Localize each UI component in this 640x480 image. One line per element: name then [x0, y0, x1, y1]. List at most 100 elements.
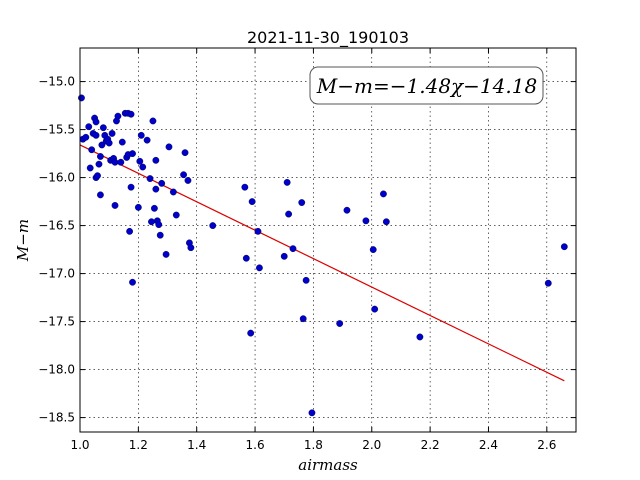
data-point — [181, 149, 189, 157]
data-point — [92, 131, 100, 139]
data-point — [416, 333, 424, 341]
data-point — [158, 179, 166, 187]
data-point — [247, 329, 255, 337]
data-point — [129, 278, 136, 286]
y-tick-label: −18.5 — [38, 411, 75, 425]
data-point — [139, 163, 147, 171]
y-tick-label: −17.0 — [38, 267, 75, 281]
data-point — [146, 175, 154, 182]
data-point — [248, 198, 256, 206]
y-axis-label: M−m — [14, 219, 32, 262]
data-point — [172, 211, 180, 219]
fit-equation-label: M−m=−1.48χ−14.18 — [316, 74, 537, 98]
data-point — [280, 252, 288, 260]
x-axis-label: airmass — [298, 456, 358, 474]
data-point — [108, 130, 116, 137]
data-point — [256, 264, 263, 272]
data-point — [111, 158, 119, 166]
data-point — [118, 138, 126, 146]
data-point — [97, 191, 104, 199]
data-point — [241, 183, 249, 191]
data-point — [283, 178, 291, 186]
x-tick-label: 2.0 — [362, 438, 381, 452]
data-point — [180, 171, 187, 179]
data-point — [165, 143, 173, 151]
fit-equation-frame — [309, 66, 544, 105]
data-point — [254, 227, 262, 235]
y-tick-label: −15.0 — [38, 75, 75, 89]
x-tick-labels: 1.0 1.2 1.4 1.6 1.8 2.0 2.2 2.4 2.6 — [70, 438, 556, 452]
data-point — [371, 305, 379, 313]
data-point — [98, 141, 106, 149]
data-point — [152, 185, 160, 193]
data-point — [187, 244, 195, 252]
chart-title: 2021-11-30_190103 — [247, 28, 409, 48]
data-point — [298, 199, 306, 206]
data-point — [380, 190, 387, 198]
data-point — [94, 172, 101, 180]
data-point — [369, 246, 377, 254]
data-point — [78, 94, 85, 102]
data-point — [127, 183, 135, 191]
data-point — [136, 157, 144, 165]
data-point — [105, 139, 113, 147]
data-point — [126, 227, 134, 235]
data-point — [134, 203, 142, 211]
data-point — [544, 279, 552, 287]
data-point — [308, 409, 316, 417]
data-point — [95, 160, 103, 168]
data-point — [111, 202, 119, 209]
data-point — [82, 133, 90, 141]
y-tick-label: −15.5 — [38, 123, 75, 137]
data-point — [242, 254, 250, 262]
plot-frame — [79, 47, 577, 433]
y-tick-label: −16.5 — [38, 219, 75, 233]
x-tick-label: 1.8 — [304, 438, 323, 452]
data-point — [117, 158, 125, 166]
x-tick-label: 1.0 — [70, 438, 89, 452]
data-point — [299, 315, 307, 323]
data-point — [149, 117, 157, 125]
data-point — [156, 231, 164, 239]
data-point — [209, 222, 217, 230]
data-point — [184, 177, 192, 184]
data-point — [162, 250, 170, 258]
plot-area — [80, 48, 576, 432]
data-point — [362, 217, 370, 225]
fit-equation-box: M−m=−1.48χ−14.18 — [309, 66, 544, 105]
data-point — [137, 131, 145, 139]
data-point — [114, 112, 122, 120]
data-point — [382, 218, 390, 226]
data-point — [92, 118, 100, 126]
data-point — [150, 204, 158, 212]
x-tick-label: 1.2 — [129, 438, 148, 452]
data-point — [302, 276, 310, 284]
axis-ticks — [79, 48, 576, 432]
data-point — [86, 164, 94, 172]
data-point — [289, 245, 297, 253]
data-point — [343, 206, 351, 214]
data-point — [143, 136, 151, 144]
data-point — [97, 153, 104, 160]
y-tick-labels: −15.0 −15.5 −16.0 −16.5 −17.0 −17.5 −18.0 −18.5 — [38, 75, 75, 425]
data-point — [148, 218, 155, 226]
data-point — [336, 320, 344, 327]
data-point — [127, 110, 135, 118]
data-point — [129, 150, 136, 158]
x-tick-label: 2.2 — [421, 438, 440, 452]
x-tick-label: 1.4 — [187, 438, 206, 452]
data-point — [155, 221, 163, 229]
y-tick-label: −18.0 — [38, 363, 75, 377]
data-point — [99, 124, 107, 132]
data-point — [152, 156, 160, 164]
data-point — [88, 146, 96, 154]
data-point — [169, 188, 177, 196]
x-tick-label: 1.6 — [246, 438, 265, 452]
data-points — [78, 94, 568, 417]
data-point — [85, 123, 93, 131]
data-point — [560, 243, 568, 251]
data-point — [285, 210, 293, 218]
x-tick-label: 2.6 — [537, 438, 556, 452]
y-tick-label: −16.0 — [38, 171, 75, 185]
